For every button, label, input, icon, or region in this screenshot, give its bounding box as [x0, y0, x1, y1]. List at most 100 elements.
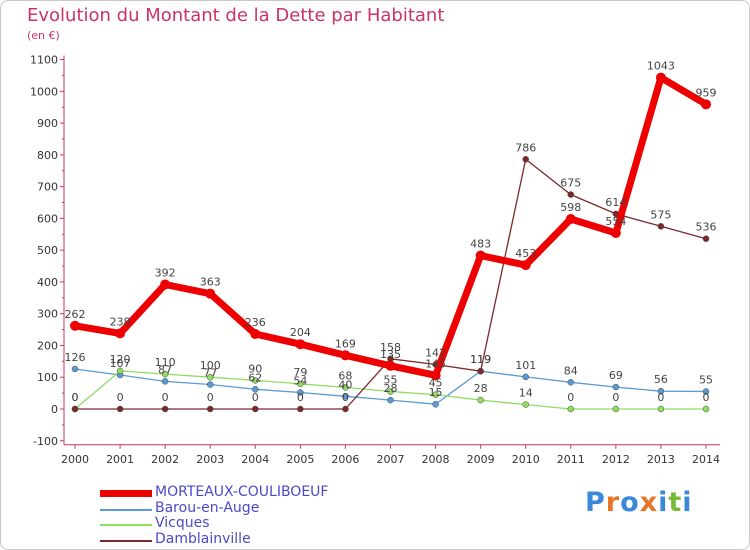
data-label: 28 — [384, 382, 398, 395]
data-point — [295, 339, 306, 350]
data-point — [567, 379, 575, 386]
data-point — [701, 99, 711, 110]
data-point — [702, 405, 710, 413]
data-point — [565, 214, 576, 225]
data-label: 28 — [474, 382, 488, 395]
x-tick-label: 2000 — [61, 453, 89, 466]
data-point — [252, 377, 259, 384]
y-tick-label: 800 — [37, 149, 58, 162]
chart-title: Evolution du Montant de la Dette par Hab… — [27, 5, 445, 26]
logo-letter: P — [585, 487, 606, 518]
data-label: 135 — [380, 348, 401, 361]
data-label: 14 — [519, 387, 533, 400]
logo-letter: r — [605, 487, 621, 518]
data-point — [432, 391, 439, 398]
x-tick-label: 2007 — [377, 453, 405, 466]
data-label: 262 — [65, 308, 86, 321]
data-point — [342, 384, 349, 391]
data-point — [161, 405, 169, 413]
y-tick-label: 0 — [51, 403, 58, 416]
data-point — [655, 72, 666, 83]
data-label: 62 — [248, 371, 262, 384]
data-label: 236 — [245, 316, 266, 329]
data-point — [387, 396, 394, 404]
data-label: 79 — [293, 366, 307, 379]
data-label: 55 — [384, 374, 398, 387]
data-label: 0 — [252, 391, 259, 404]
data-point — [160, 279, 171, 290]
data-label: 554 — [605, 215, 626, 228]
data-label: 204 — [290, 326, 311, 339]
x-tick-label: 2009 — [467, 453, 495, 466]
legend-label: MORTEAUX-COULIBOEUF — [155, 484, 329, 500]
data-label: 15 — [429, 386, 443, 399]
logo-letter: i — [658, 487, 669, 518]
y-tick-label: 400 — [37, 276, 58, 289]
data-point — [71, 405, 79, 413]
y-tick-label: 500 — [37, 244, 58, 257]
data-point — [475, 250, 486, 261]
data-label: 40 — [338, 378, 352, 391]
data-point — [70, 320, 80, 331]
legend-label: Damblainville — [155, 530, 251, 547]
data-point — [161, 370, 169, 378]
data-point — [522, 373, 529, 381]
x-tick-label: 2003 — [196, 453, 224, 466]
y-tick-label: 600 — [37, 212, 58, 225]
data-point — [385, 360, 396, 371]
legend-swatch — [100, 508, 152, 511]
data-label: 55 — [699, 374, 713, 387]
data-point — [250, 329, 261, 340]
data-point — [115, 328, 126, 339]
data-label: 575 — [650, 208, 671, 221]
x-tick-label: 2001 — [106, 453, 134, 466]
data-point — [657, 405, 665, 413]
data-label: 536 — [696, 221, 717, 234]
data-label: 87 — [158, 363, 172, 376]
data-label: 110 — [155, 356, 176, 369]
data-point — [71, 365, 79, 373]
data-label: 158 — [380, 341, 401, 354]
x-tick-label: 2005 — [286, 453, 314, 466]
data-label: 84 — [564, 364, 578, 377]
data-point — [205, 288, 216, 299]
data-label: 598 — [560, 201, 581, 214]
data-point — [116, 405, 124, 413]
y-tick-label: 200 — [37, 339, 58, 352]
data-label: 959 — [696, 86, 717, 99]
data-point — [342, 393, 349, 400]
data-label: 119 — [470, 353, 491, 366]
data-point — [520, 260, 531, 271]
logo-letter: x — [639, 487, 659, 518]
data-label: 90 — [248, 362, 262, 375]
data-label: 1043 — [647, 60, 675, 73]
x-tick-label: 2011 — [557, 453, 585, 466]
data-point — [206, 381, 214, 388]
x-tick-label: 2010 — [512, 453, 540, 466]
data-point — [206, 373, 214, 381]
data-point — [297, 405, 304, 413]
data-label: 107 — [110, 357, 131, 370]
data-label: 0 — [567, 391, 574, 404]
x-tick-label: 2008 — [422, 453, 450, 466]
data-point — [657, 387, 665, 395]
data-point — [116, 367, 124, 375]
y-tick-label: 300 — [37, 308, 58, 321]
data-label: 119 — [470, 353, 491, 366]
data-label: 68 — [338, 369, 352, 382]
data-point — [477, 396, 484, 404]
data-label: 614 — [605, 196, 626, 209]
data-label: 238 — [110, 315, 131, 328]
data-label: 0 — [72, 391, 79, 404]
data-point — [297, 389, 304, 396]
data-point — [430, 370, 441, 381]
data-label: 0 — [162, 391, 169, 404]
data-label: 675 — [560, 177, 581, 190]
data-point — [612, 383, 620, 391]
data-point — [387, 388, 394, 395]
data-label: 77 — [203, 367, 217, 380]
y-tick-label: 1100 — [30, 54, 58, 67]
data-point — [432, 400, 439, 408]
data-label: 0 — [703, 391, 710, 404]
